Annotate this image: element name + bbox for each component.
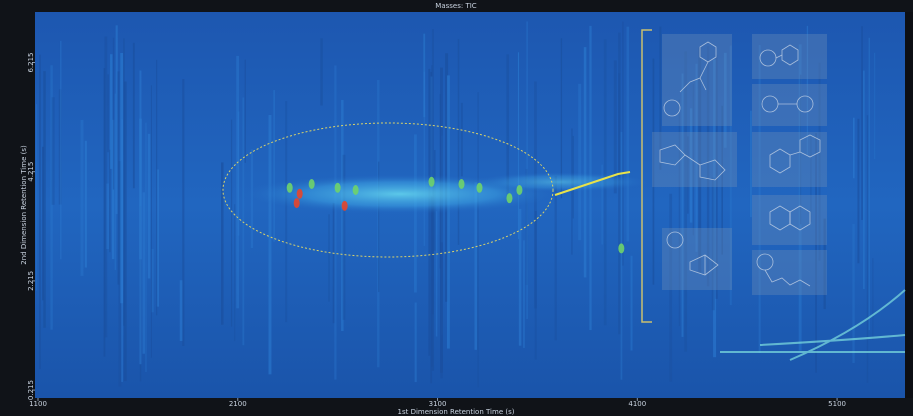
streak: [867, 115, 868, 383]
streak: [60, 41, 62, 259]
streak: [285, 101, 287, 322]
streak: [116, 25, 118, 214]
streak: [431, 65, 432, 366]
y-tick-label: 6.215: [27, 52, 35, 72]
streak: [238, 111, 240, 235]
streak: [631, 256, 633, 351]
streak: [242, 97, 244, 345]
streak: [458, 39, 459, 245]
y-tick-label: 0.215: [27, 380, 35, 400]
streak: [245, 60, 246, 163]
streak: [622, 22, 623, 266]
streak: [614, 60, 617, 193]
streak: [440, 242, 443, 378]
streak: [182, 79, 184, 346]
streak: [221, 162, 223, 324]
streak: [328, 214, 329, 301]
streak: [107, 74, 109, 152]
streak: [113, 38, 114, 190]
streak: [627, 27, 630, 242]
peak: [459, 179, 465, 189]
streak: [145, 123, 146, 372]
streak: [43, 71, 45, 328]
x-tick-label: 2100: [229, 400, 247, 408]
streak: [231, 120, 232, 327]
streak: [133, 43, 135, 188]
streak: [269, 115, 272, 374]
peak: [294, 198, 300, 208]
x-tick-label: 1100: [29, 400, 47, 408]
streak: [874, 53, 875, 159]
peak: [297, 189, 303, 199]
streak: [578, 84, 581, 240]
streak: [861, 26, 863, 220]
streak: [436, 211, 438, 336]
streak: [85, 141, 87, 268]
streak: [857, 119, 859, 263]
streak: [424, 72, 425, 246]
streak: [535, 211, 537, 359]
x-tick-label: 3100: [429, 400, 447, 408]
streak: [121, 119, 123, 382]
peak: [506, 193, 512, 203]
streak: [52, 97, 55, 204]
streak: [526, 21, 528, 319]
streak: [869, 38, 870, 330]
peak: [353, 185, 359, 195]
streak: [156, 60, 157, 315]
streak: [750, 111, 752, 217]
x-tick-label: 5100: [828, 400, 846, 408]
streak: [124, 82, 127, 382]
chart: Masses: TIC 1st Dimension Retention Time…: [0, 0, 913, 416]
y-tick-label: 4.215: [27, 162, 35, 182]
streak: [143, 192, 145, 353]
peak: [342, 201, 348, 211]
streak: [461, 103, 463, 177]
streak: [148, 134, 151, 279]
page: {"chart_data": {"type": "scatter", "titl…: [0, 0, 913, 416]
streak: [415, 302, 417, 382]
streak: [852, 224, 854, 363]
streak: [139, 119, 142, 260]
streak: [273, 90, 274, 242]
streak: [106, 184, 109, 249]
streak: [80, 120, 83, 276]
streak: [853, 118, 855, 178]
signal-band: [470, 172, 650, 192]
streak: [39, 55, 40, 369]
streak: [872, 258, 873, 340]
streak: [320, 38, 322, 105]
peak: [516, 185, 522, 195]
chart-title: Masses: TIC: [435, 2, 477, 10]
streak: [478, 92, 479, 387]
peak: [287, 183, 293, 193]
peak: [429, 177, 435, 187]
peak: [618, 243, 624, 253]
peak: [335, 183, 341, 193]
streak: [621, 132, 623, 380]
x-axis-label: 1st Dimension Retention Time (s): [398, 408, 515, 416]
peak: [309, 179, 315, 189]
streak: [863, 71, 865, 289]
streak: [151, 85, 152, 357]
streak: [36, 104, 37, 291]
x-tick-label: 4100: [628, 400, 646, 408]
streak: [334, 66, 336, 380]
streak: [523, 240, 525, 348]
y-tick-label: 2.215: [27, 271, 35, 291]
streak: [555, 176, 557, 340]
peak: [476, 183, 482, 193]
streak: [584, 47, 587, 277]
streak: [234, 204, 235, 341]
